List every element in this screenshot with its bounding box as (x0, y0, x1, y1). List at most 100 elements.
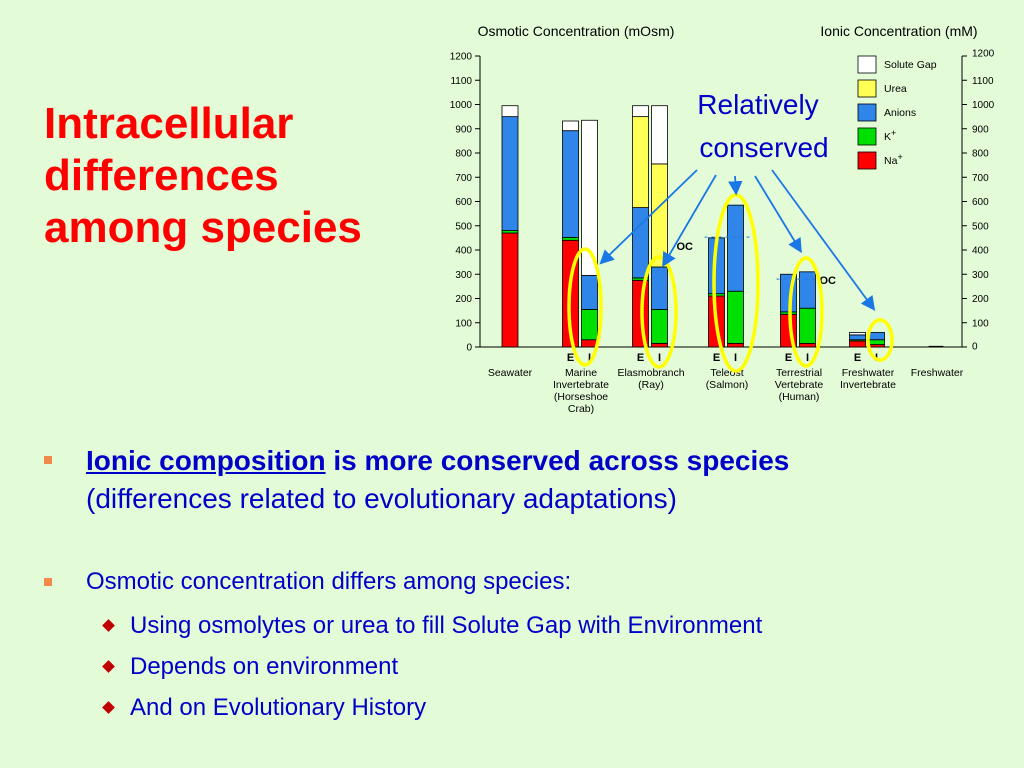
bar-segment-anions (799, 271, 816, 309)
left-tick-label: 200 (455, 294, 472, 305)
highlight-ellipse (866, 318, 894, 362)
bar-segment-anions (651, 266, 668, 310)
right-tick-label: 400 (972, 246, 989, 257)
category-label: Terrestrial (776, 367, 822, 379)
right-tick-label: 800 (972, 149, 989, 160)
bullet-text: Osmotic concentration differs among spec… (86, 568, 572, 595)
bar-segment-gap (562, 120, 579, 132)
right-tick-label: 300 (972, 270, 989, 281)
category-label: Crab) (568, 403, 594, 415)
legend-superscript: + (897, 152, 902, 162)
left-tick-label: 1000 (450, 100, 473, 111)
right-tick-label: 0 (972, 342, 978, 353)
category-label: Marine (565, 367, 597, 379)
left-tick-label: 700 (455, 173, 472, 184)
diamond-bullet-icon (102, 660, 115, 673)
bar-segment-na (727, 342, 744, 348)
bar-segment-gap (651, 105, 668, 165)
bar-tag-E: E (637, 352, 644, 364)
bar-segment-anions (849, 334, 866, 341)
highlight-ellipse (788, 256, 824, 368)
oc-label: OC (677, 241, 694, 253)
bar-segment-urea (651, 163, 668, 268)
left-tick-label: 100 (455, 318, 472, 329)
annotation-arrow (771, 169, 876, 311)
left-tick-label: 500 (455, 221, 472, 232)
bar-segment-anions (868, 332, 885, 341)
legend-swatch-na (857, 151, 877, 170)
bullet-detail: (differences related to evolutionary ada… (86, 483, 677, 514)
right-tick-label: 200 (972, 294, 989, 305)
bar-tag-E: E (854, 352, 861, 364)
right-tick-label: 700 (972, 173, 989, 184)
category-label: Seawater (488, 367, 533, 379)
bar-segment-anions (581, 275, 598, 310)
right-tick-label: 500 (972, 221, 989, 232)
right-tick-label: 1200 (972, 49, 995, 60)
highlight-ellipse (640, 255, 678, 369)
emphasis-ionic-composition: Ionic composition (86, 445, 326, 476)
bullet-text: Ionic composition is more conserved acro… (86, 442, 966, 518)
left-tick-label: 400 (455, 246, 472, 257)
bullet-marker (44, 578, 52, 586)
annotation-arrow (754, 175, 802, 254)
category-label: (Human) (779, 391, 820, 403)
legend-label-anions: Anions (884, 107, 916, 119)
bar-segment-anions (562, 130, 579, 238)
bar-segment-gap (581, 119, 598, 276)
left-tick-label: 300 (455, 270, 472, 281)
right-tick-label: 100 (972, 318, 989, 329)
category-label: Invertebrate (553, 379, 609, 391)
bar-segment-k (868, 339, 885, 345)
diamond-bullet-icon (102, 701, 115, 714)
legend-label-k: K+ (884, 128, 896, 143)
legend-swatch-k (857, 127, 877, 146)
oc-label: OC (820, 275, 837, 287)
bar-segment-k (651, 309, 668, 344)
left-tick-label: 900 (455, 124, 472, 135)
left-tick-label: 1100 (450, 76, 472, 87)
category-label: (Horseshoe (554, 391, 608, 403)
legend-label-na: Na+ (884, 152, 903, 167)
bar-segment-na (799, 342, 816, 348)
bar-tag-I: I (806, 352, 809, 364)
legend-superscript: + (891, 128, 896, 138)
annotation-text: conserved (699, 132, 828, 163)
bar-segment-k (727, 290, 744, 344)
bar-segment-anions (501, 116, 519, 231)
bar-segment-anions (928, 345, 944, 348)
bar-tag-E: E (567, 352, 574, 364)
annotation-text: Relatively (697, 89, 818, 120)
right-tick-label: 1000 (972, 100, 995, 111)
sub-bullet-text: And on Evolutionary History (130, 694, 427, 721)
legend-swatch-anions (857, 103, 877, 122)
bar-segment-k (562, 236, 579, 241)
annotation-arrow (728, 175, 743, 196)
bar-tag-I: I (588, 352, 591, 364)
left-tick-label: 800 (455, 149, 472, 160)
category-label: Freshwater (911, 367, 964, 379)
bar-segment-k (799, 307, 816, 344)
category-label: Vertebrate (775, 379, 824, 391)
left-tick-label: 0 (466, 343, 472, 354)
bar-segment-gap (501, 105, 519, 118)
left-tick-label: 600 (455, 197, 472, 208)
bar-segment-na (651, 342, 668, 348)
category-label: Invertebrate (840, 379, 896, 391)
annotation-arrow (599, 169, 698, 265)
category-label: (Salmon) (706, 379, 749, 391)
bar-tag-E: E (713, 352, 720, 364)
sub-bullet-text: Using osmolytes or urea to fill Solute G… (130, 612, 763, 639)
bar-segment-na (849, 340, 866, 348)
legend-label-gap: Solute Gap (884, 59, 937, 71)
right-tick-label: 900 (972, 124, 989, 135)
category-label: (Ray) (638, 379, 664, 391)
legend-swatch-urea (857, 79, 877, 98)
highlight-ellipse (567, 247, 603, 367)
right-tick-label: 600 (972, 197, 989, 208)
bar-tag-E: E (785, 352, 792, 364)
bar-segment-anions (727, 204, 744, 292)
bar-segment-k (581, 309, 598, 341)
bar-segment-gap (849, 332, 866, 336)
bullet-marker (44, 456, 52, 464)
